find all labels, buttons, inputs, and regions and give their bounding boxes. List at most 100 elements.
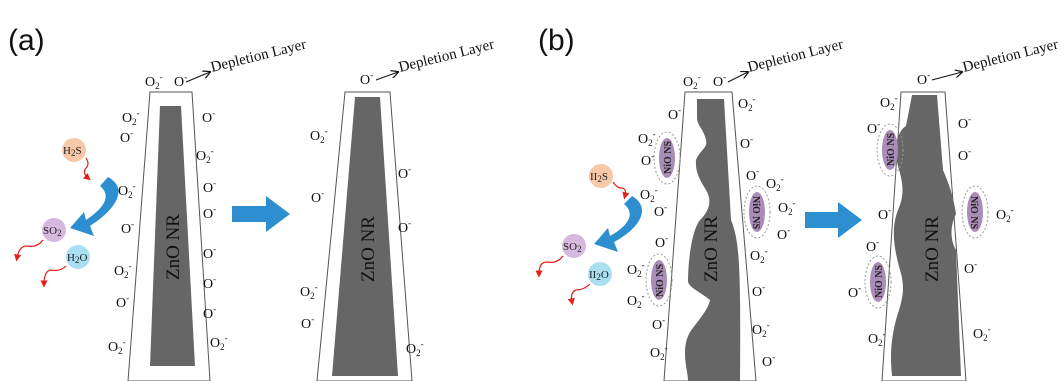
svg-text:O2-: O2- — [114, 261, 132, 280]
svg-text:O2-: O2- — [145, 72, 163, 91]
h2o-molecule-b: II2O — [567, 262, 612, 306]
svg-text:O-: O- — [203, 274, 216, 292]
svg-text:NiO NS: NiO NS — [886, 133, 897, 167]
svg-text:O-: O- — [762, 352, 775, 370]
svg-text:NiO NS: NiO NS — [968, 196, 979, 230]
svg-text:H2O: H2O — [67, 252, 87, 265]
zno-core-a1 — [150, 106, 195, 366]
svg-text:O2-: O2- — [752, 320, 770, 339]
svg-text:O2-: O2- — [627, 260, 645, 279]
svg-text:O-: O- — [174, 72, 187, 90]
svg-text:O2-: O2- — [750, 246, 768, 265]
svg-text:O-: O- — [652, 315, 665, 333]
svg-text:NiO NS: NiO NS — [750, 196, 761, 230]
svg-text:O-: O- — [917, 70, 930, 88]
svg-text:O-: O- — [203, 204, 216, 222]
svg-text:II2S: II2S — [590, 171, 608, 184]
rod-b1: ZnO NR NiO NS NiO NS NiO NS O2- O- Deple… — [627, 37, 845, 381]
svg-text:O2-: O2- — [868, 329, 886, 348]
svg-text:O2-: O2- — [310, 126, 328, 145]
depletion-layer-label-b2: Depletion Layer — [961, 37, 1060, 76]
svg-text:O-: O- — [848, 283, 861, 301]
depletion-layer-label-b1: Depletion Layer — [746, 37, 845, 76]
svg-text:O-: O- — [116, 293, 129, 311]
zno-nr-label-a2: ZnO NR — [358, 216, 379, 282]
svg-text:O2-: O2- — [683, 72, 701, 91]
svg-text:O-: O- — [120, 128, 133, 146]
svg-text:O-: O- — [964, 259, 977, 277]
zno-nr-label-a1: ZnO NR — [163, 214, 184, 280]
svg-text:O2-: O2- — [880, 93, 898, 112]
svg-text:O-: O- — [746, 166, 759, 184]
svg-text:O2-: O2- — [210, 333, 228, 352]
svg-text:O2-: O2- — [406, 339, 424, 358]
rod-a2: ZnO NR O- Depletion Layer O2- O- O2- O- … — [300, 37, 496, 381]
so2-molecule-a: SO2 — [14, 218, 66, 262]
svg-text:O-: O- — [866, 237, 879, 255]
svg-text:O-: O- — [958, 114, 971, 132]
zno-nr-label-b2: ZnO NR — [922, 216, 943, 282]
transition-arrow-b — [805, 202, 862, 238]
depletion-layer-label-a1: Depletion Layer — [209, 37, 308, 76]
svg-text:O-: O- — [867, 119, 880, 137]
svg-text:O2-: O2- — [738, 94, 756, 113]
nio-ns-b2-1: NiO NS — [876, 123, 904, 177]
svg-text:O-: O- — [654, 202, 667, 220]
h2o-molecule-a: H2O — [40, 245, 90, 288]
transition-arrow-a — [232, 196, 290, 232]
svg-text:O2-: O2- — [638, 129, 656, 148]
svg-text:O-: O- — [777, 225, 790, 243]
svg-text:O-: O- — [203, 244, 216, 262]
svg-text:O-: O- — [655, 233, 668, 251]
svg-text:II2O: II2O — [589, 269, 609, 282]
svg-text:O2-: O2- — [973, 324, 991, 343]
svg-text:O-: O- — [958, 146, 971, 164]
svg-text:O-: O- — [641, 151, 654, 169]
svg-text:O-: O- — [878, 205, 891, 223]
nio-ns-b2-2: NiO NS — [864, 255, 892, 309]
curved-arrow-a — [70, 177, 119, 236]
h2s-molecule-b: II2S — [589, 164, 630, 200]
svg-text:O2-: O2- — [118, 181, 136, 200]
svg-text:NiO NS: NiO NS — [874, 265, 885, 299]
svg-text:O2-: O2- — [640, 185, 658, 204]
svg-text:O-: O- — [713, 72, 726, 90]
panel-label-a: (a) — [8, 24, 45, 57]
svg-text:O-: O- — [301, 314, 314, 332]
nio-ns-b1-3: NiO NS — [743, 185, 771, 239]
svg-text:O2-: O2- — [122, 108, 140, 127]
nio-ns-b2-3: NiO NS — [961, 185, 989, 239]
svg-text:O-: O- — [398, 164, 411, 182]
so2-molecule-b: SO2 — [535, 234, 586, 278]
svg-text:H2S: H2S — [63, 145, 82, 158]
svg-text:O-: O- — [360, 70, 373, 88]
svg-text:O2-: O2- — [300, 282, 318, 301]
svg-text:O-: O- — [311, 188, 324, 206]
curved-arrow-b — [594, 196, 643, 252]
svg-text:O-: O- — [203, 304, 216, 322]
svg-text:O2-: O2- — [766, 174, 784, 193]
svg-text:O-: O- — [752, 282, 765, 300]
depletion-layer-label-a2: Depletion Layer — [397, 37, 496, 76]
svg-text:O-: O- — [202, 108, 215, 126]
svg-text:SO2: SO2 — [43, 225, 62, 238]
svg-text:NiO NS: NiO NS — [655, 264, 666, 298]
svg-text:O2-: O2- — [778, 198, 796, 217]
panel-label-b: (b) — [538, 24, 575, 57]
svg-text:O-: O- — [203, 178, 216, 196]
svg-text:O2-: O2- — [196, 146, 214, 165]
svg-text:SO2: SO2 — [563, 241, 582, 254]
nio-ns-b1-2: NiO NS — [645, 253, 673, 307]
svg-text:NiO NS: NiO NS — [663, 141, 674, 175]
svg-text:O2-: O2- — [627, 291, 645, 310]
svg-text:O2-: O2- — [650, 343, 668, 362]
h2s-molecule-a: H2S — [62, 138, 91, 181]
zno-core-a2 — [332, 97, 398, 376]
zno-core-b1 — [684, 99, 741, 381]
svg-text:O-: O- — [398, 218, 411, 236]
svg-text:O-: O- — [668, 105, 681, 123]
svg-text:O2-: O2- — [108, 337, 126, 356]
svg-text:O-: O- — [121, 219, 134, 237]
svg-text:O2-: O2- — [996, 205, 1014, 224]
